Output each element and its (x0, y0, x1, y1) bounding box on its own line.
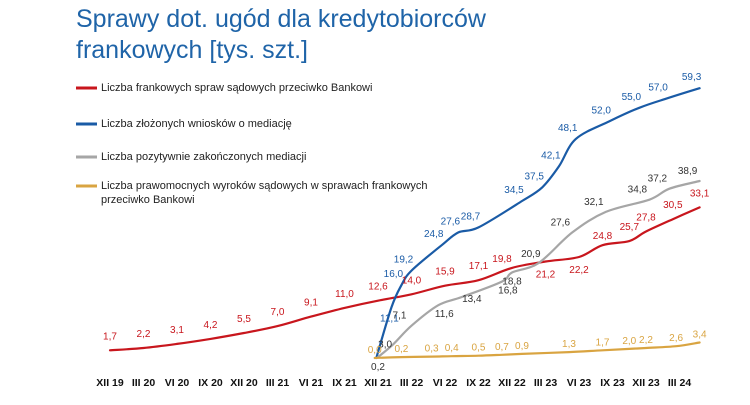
x-tick-label-6: VI 21 (299, 377, 324, 389)
data-label-blue-8: 37,5 (524, 171, 544, 182)
data-label-gray-12: 38,9 (678, 166, 698, 177)
data-label-red-16: 25,7 (620, 222, 640, 233)
data-label-blue-13: 57,0 (648, 83, 668, 94)
data-label-blue-6: 28,7 (461, 211, 481, 222)
x-tick-label-12: XII 22 (498, 377, 526, 389)
data-label-gold-7: 1,3 (562, 339, 576, 350)
data-label-red-7: 11,0 (335, 289, 354, 300)
chart-title-line-2: frankowych [tys. szt.] (76, 36, 309, 64)
x-axis: XII 19 III 20 VI 20 IX 20 XII 20 III 21 VI 21 I… (96, 377, 691, 389)
data-label-gold-3: 0,4 (445, 343, 459, 354)
data-label-red-19: 33,1 (690, 188, 710, 199)
series-lines (108, 87, 701, 360)
data-label-gray-10: 34,8 (628, 185, 648, 196)
x-tick-label-15: IX 23 (600, 377, 625, 389)
x-tick-label-16: XII 23 (632, 377, 660, 389)
x-tick-label-2: VI 20 (165, 377, 190, 389)
data-label-blue-4: 24,8 (424, 229, 444, 240)
data-label-blue-5: 27,6 (441, 216, 461, 227)
legend-item-gold: Liczba prawomocnych wyroków sądowych w s… (76, 180, 427, 206)
data-label-gray-3: 11,6 (435, 309, 454, 320)
data-label-blue-1: 11,1 (380, 314, 399, 325)
data-label-gold-2: 0,3 (425, 344, 439, 355)
data-label-blue-11: 52,0 (591, 105, 611, 116)
data-label-blue-12: 55,0 (622, 92, 642, 103)
x-tick-label-13: III 23 (534, 377, 558, 389)
data-label-red-6: 9,1 (304, 298, 318, 309)
legend-label-blue: Liczba złożonych wniosków o mediację (101, 118, 292, 130)
data-label-gray-0: 0,2 (371, 362, 385, 373)
data-label-red-3: 4,2 (204, 320, 218, 331)
data-label-red-8: 12,6 (368, 282, 388, 293)
data-label-red-1: 2,2 (137, 329, 151, 340)
data-label-gray-8: 27,6 (551, 217, 571, 228)
series-line-gold (373, 341, 701, 360)
data-label-red-14: 22,2 (569, 265, 589, 276)
data-label-gold-4: 0,5 (472, 343, 486, 354)
data-label-gold-1: 0,2 (394, 344, 408, 355)
data-labels: 1,7 2,2 3,1 4,2 5,5 7,0 9,1 11,0 12,6 14,0 15,9 17,… (103, 72, 710, 373)
data-label-red-4: 5,5 (237, 314, 251, 325)
data-label-red-13: 21,2 (536, 270, 556, 281)
x-tick-label-9: III 22 (400, 377, 424, 389)
legend-label-red: Liczba frankowych spraw sądowych przeciw… (101, 82, 372, 94)
data-label-gray-2: 7,1 (393, 311, 407, 322)
data-label-red-11: 17,1 (469, 261, 489, 272)
legend: Liczba frankowych spraw sądowych przeciw… (76, 82, 427, 206)
data-label-gray-6: 18,8 (502, 277, 522, 288)
x-tick-label-1: III 20 (132, 377, 156, 389)
x-tick-label-0: XII 19 (96, 377, 124, 389)
data-label-red-17: 27,8 (636, 213, 656, 224)
data-label-gold-12: 3,4 (693, 330, 707, 341)
data-label-gold-0: 0,0 (368, 345, 382, 356)
data-label-gray-4: 13,4 (462, 294, 482, 305)
x-tick-label-14: VI 23 (567, 377, 592, 389)
data-label-red-10: 15,9 (435, 267, 455, 278)
legend-item-gray: Liczba pozytywnie zakończonych mediacji (76, 151, 306, 163)
legend-label-gray: Liczba pozytywnie zakończonych mediacji (101, 151, 306, 163)
legend-label-gold: Liczba prawomocnych wyroków sądowych w s… (101, 180, 427, 206)
data-label-blue-14: 59,3 (682, 72, 702, 83)
x-tick-label-7: IX 21 (332, 377, 357, 389)
data-label-blue-10: 48,1 (558, 123, 578, 134)
data-label-gray-11: 37,2 (648, 174, 668, 185)
data-label-red-9: 14,0 (402, 275, 422, 286)
x-tick-label-4: XII 20 (230, 377, 258, 389)
data-label-gray-9: 32,1 (584, 197, 604, 208)
x-tick-label-8: XII 21 (364, 377, 392, 389)
chart-title: Sprawy dot. ugód dla kredytobiorców fran… (76, 4, 596, 66)
data-label-red-5: 7,0 (271, 307, 285, 318)
series-line-gray (376, 179, 701, 359)
x-tick-label-10: VI 22 (433, 377, 458, 389)
data-label-blue-3: 19,2 (394, 255, 414, 266)
data-label-gold-5: 0,7 (495, 342, 509, 353)
data-label-red-12: 19,8 (492, 254, 512, 265)
chart-title-line-1: Sprawy dot. ugód dla kredytobiorców (76, 5, 486, 33)
data-label-gray-7: 20,9 (521, 249, 541, 260)
data-label-gold-11: 2,6 (669, 333, 683, 344)
data-label-blue-7: 34,5 (504, 185, 524, 196)
data-label-red-2: 3,1 (170, 325, 184, 336)
data-label-gray-1: 3,0 (378, 339, 392, 350)
data-label-gold-6: 0,9 (515, 341, 529, 352)
data-label-blue-9: 42,1 (541, 150, 561, 161)
data-label-gold-10: 2,2 (639, 335, 653, 346)
data-label-red-15: 24,8 (593, 231, 613, 242)
x-tick-label-3: IX 20 (198, 377, 223, 389)
data-label-gold-8: 1,7 (596, 337, 610, 348)
legend-item-blue: Liczba złożonych wniosków o mediację (76, 118, 292, 130)
legend-item-red: Liczba frankowych spraw sądowych przeciw… (76, 82, 372, 94)
data-label-gold-9: 2,0 (622, 336, 636, 347)
series-line-red (108, 206, 701, 352)
data-label-red-0: 1,7 (103, 331, 117, 342)
data-label-gray-5: 16,8 (498, 286, 518, 297)
data-label-blue-2: 16,0 (384, 269, 404, 280)
x-tick-label-11: IX 22 (466, 377, 491, 389)
series-line-blue (375, 87, 701, 360)
data-label-red-18: 30,5 (663, 200, 683, 211)
x-tick-label-17: III 24 (668, 377, 692, 389)
x-tick-label-5: III 21 (266, 377, 290, 389)
